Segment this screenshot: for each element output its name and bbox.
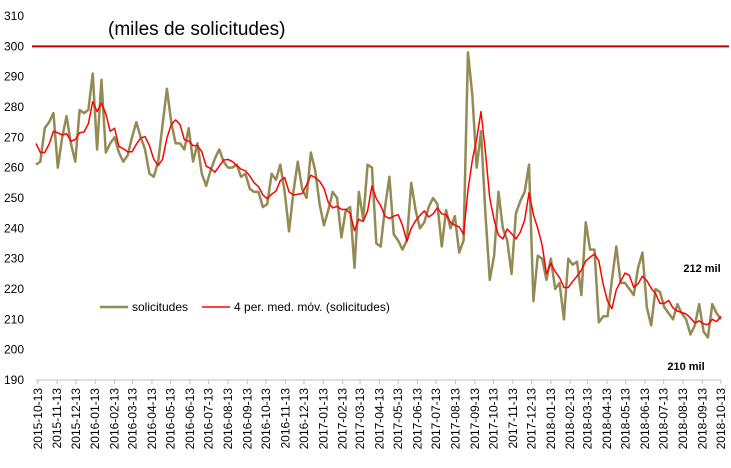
y-tick-label: 300 xyxy=(4,39,24,53)
y-tick-label: 190 xyxy=(4,373,24,387)
x-tick-label: 2016-04-13 xyxy=(145,388,159,450)
x-tick-label: 2016-09-13 xyxy=(240,388,254,450)
x-tick-label: 2018-02-13 xyxy=(563,388,577,450)
x-tick-label: 2016-12-13 xyxy=(297,388,311,450)
x-tick-label: 2016-10-13 xyxy=(259,388,273,450)
legend-label: 4 per. med. móv. (solicitudes) xyxy=(234,300,390,314)
y-tick-label: 210 xyxy=(4,312,24,326)
x-tick-label: 2015-12-13 xyxy=(69,388,83,450)
annotation: 210 mil xyxy=(667,361,704,373)
x-tick-label: 2016-01-13 xyxy=(88,388,102,450)
series-line xyxy=(35,100,722,326)
x-tick-label: 2016-11-13 xyxy=(278,388,292,449)
x-tick-label: 2015-11-13 xyxy=(50,388,64,449)
x-tick-label: 2016-02-13 xyxy=(108,388,122,450)
x-tick-label: 2016-08-13 xyxy=(221,388,235,450)
y-tick-label: 270 xyxy=(4,130,24,144)
x-tick-label: 2017-10-13 xyxy=(486,388,500,450)
x-tick-label: 2016-07-13 xyxy=(202,388,216,450)
y-tick-label: 220 xyxy=(4,282,24,296)
x-tick-label: 2015-10-13 xyxy=(31,388,45,450)
series-line xyxy=(35,51,723,339)
y-tick-label: 240 xyxy=(4,221,24,235)
y-tick-label: 200 xyxy=(4,343,24,357)
x-tick-label: 2018-08-13 xyxy=(676,388,690,450)
y-tick-label: 260 xyxy=(4,161,24,175)
annotation: 212 mil xyxy=(683,263,720,275)
x-tick-label: 2017-07-13 xyxy=(429,388,443,450)
x-tick-label: 2017-11-13 xyxy=(506,388,520,449)
x-tick-label: 2018-03-13 xyxy=(581,388,595,450)
legend-label: solicitudes xyxy=(132,300,188,314)
x-tick-label: 2018-06-13 xyxy=(638,388,652,450)
x-tick-label: 2017-08-13 xyxy=(448,388,462,450)
x-tick-label: 2017-03-13 xyxy=(353,388,367,450)
y-tick-label: 310 xyxy=(4,9,24,23)
x-tick-label: 2018-04-13 xyxy=(600,388,614,450)
x-tick-label: 2017-04-13 xyxy=(372,388,386,450)
x-tick-label: 2017-02-13 xyxy=(336,388,350,450)
y-tick-label: 230 xyxy=(4,252,24,266)
x-tick-label: 2018-07-13 xyxy=(657,388,671,450)
x-tick-label: 2017-01-13 xyxy=(316,388,330,450)
x-tick-label: 2017-06-13 xyxy=(410,388,424,450)
x-tick-label: 2018-09-13 xyxy=(695,388,709,450)
x-tick-label: 2018-10-13 xyxy=(714,388,728,450)
x-tick-label: 2018-01-13 xyxy=(544,388,558,450)
y-tick-label: 290 xyxy=(4,70,24,84)
x-tick-label: 2017-12-13 xyxy=(525,388,539,450)
chart-title: (miles de solicitudes) xyxy=(108,19,285,40)
x-tick-label: 2018-05-13 xyxy=(619,388,633,450)
x-tick-label: 2016-06-13 xyxy=(183,388,197,450)
x-tick-label: 2017-05-13 xyxy=(391,388,405,450)
y-tick-label: 250 xyxy=(4,191,24,205)
x-tick-label: 2016-03-13 xyxy=(126,388,140,450)
y-tick-label: 280 xyxy=(4,100,24,114)
x-tick-label: 2017-09-13 xyxy=(468,388,482,450)
x-tick-label: 2016-05-13 xyxy=(164,388,178,450)
